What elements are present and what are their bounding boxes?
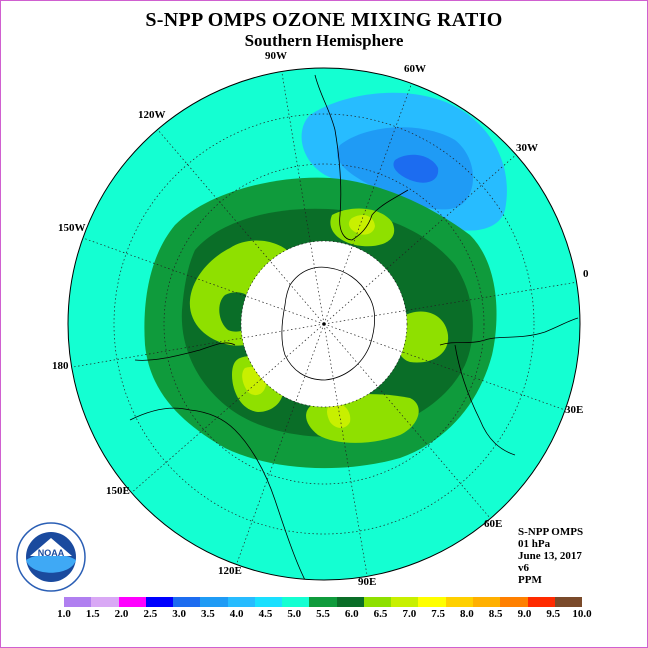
legend-swatch-3 [145, 597, 174, 607]
coastlines [129, 74, 579, 580]
legend-tick-label: 1.5 [85, 608, 100, 620]
australia-coast [129, 407, 306, 580]
legend-tick-label: 2.5 [143, 608, 158, 620]
legend-swatch-2 [118, 597, 146, 607]
legend-swatch-9 [309, 597, 337, 607]
noaa-logo: NOAA [16, 522, 86, 592]
legend-swatch-17 [527, 597, 555, 607]
info-date: June 13, 2017 [518, 550, 582, 562]
south-pole-marker [322, 322, 326, 326]
legend-tick-label: 3.5 [201, 608, 215, 620]
legend-tick-label: 7.5 [431, 608, 445, 620]
longitude-label-60w: 60W [404, 63, 426, 75]
legend-swatch-11 [363, 597, 392, 607]
blue-region-dark [393, 154, 439, 183]
legend-tick-label: 2.0 [114, 608, 129, 620]
legend-swatch-1 [91, 597, 119, 607]
map-info-block: S-NPP OMPS 01 hPa June 13, 2017 v6 PPM [518, 526, 583, 586]
legend-swatch-14 [445, 597, 473, 607]
legend-tick-label: 8.5 [488, 608, 503, 620]
longitude-label-120e: 120E [218, 565, 242, 577]
info-units: PPM [518, 574, 542, 586]
legend-swatch-5 [200, 597, 228, 607]
longitude-label-0: 0 [583, 268, 589, 280]
africa-east-coast [454, 344, 516, 456]
legend-swatch-10 [336, 597, 364, 607]
info-instrument: S-NPP OMPS [518, 526, 584, 538]
longitude-label-90e: 90E [358, 576, 377, 588]
light-yellow-green-patch-north [348, 214, 375, 235]
legend-swatch-4 [173, 597, 201, 607]
map-subtitle: Southern Hemisphere [244, 31, 404, 50]
longitude-label-60e: 60E [484, 518, 503, 530]
color-legend [64, 597, 583, 607]
legend-swatch-6 [227, 597, 255, 607]
legend-swatch-12 [391, 597, 419, 607]
yellow-green-patch-east [394, 311, 449, 363]
longitude-label-150e: 150E [106, 485, 130, 497]
antarctica-coast [281, 266, 376, 381]
legend-tick-label: 5.0 [287, 608, 302, 620]
legend-tick-label: 9.5 [546, 608, 561, 620]
legend-tick-label: 7.0 [402, 608, 417, 620]
longitude-label-150w: 150W [58, 222, 86, 234]
legend-swatch-18 [554, 597, 583, 607]
graticule [72, 72, 579, 576]
longitude-label-30w: 30W [516, 142, 538, 154]
longitude-label-90w: 90W [265, 50, 287, 62]
longitude-label-180: 180 [52, 360, 69, 372]
legend-tick-label: 1.0 [57, 608, 71, 620]
longitude-label-120w: 120W [138, 109, 166, 121]
legend-tick-labels: 1.0 1.5 2.0 2.5 3.0 3.5 4.0 4.5 5.0 5.5 6.0 6.5 7.0 7… [0, 608, 648, 622]
map-outline [67, 67, 581, 581]
legend-swatch-8 [282, 597, 310, 607]
legend-tick-label: 3.0 [172, 608, 186, 620]
legend-tick-label: 4.5 [258, 608, 273, 620]
legend-tick-label: 9.0 [517, 608, 532, 620]
legend-swatch-16 [500, 597, 528, 607]
legend-tick-label: 10.0 [572, 608, 592, 620]
legend-swatch-0 [64, 597, 92, 607]
map-title: S-NPP OMPS OZONE MIXING RATIO [145, 9, 503, 31]
info-version: v6 [518, 562, 529, 574]
south-america-coast [314, 74, 409, 241]
legend-tick-label: 8.0 [460, 608, 474, 620]
noaa-logo-text: NOAA [38, 548, 65, 558]
light-yellow-green-patch-south [327, 403, 351, 428]
info-level: 01 hPa [518, 538, 551, 550]
legend-tick-label: 6.0 [344, 608, 359, 620]
longitude-label-30e: 30E [565, 404, 584, 416]
africa-coast [439, 317, 579, 346]
legend-tick-label: 4.0 [229, 608, 244, 620]
legend-swatch-13 [418, 597, 446, 607]
legend-swatch-7 [254, 597, 283, 607]
new-zealand-coast [134, 342, 236, 361]
legend-swatch-15 [472, 597, 501, 607]
noaa-gull-icon [30, 538, 72, 556]
legend-tick-label: 6.5 [373, 608, 388, 620]
legend-tick-label: 5.5 [316, 608, 330, 620]
